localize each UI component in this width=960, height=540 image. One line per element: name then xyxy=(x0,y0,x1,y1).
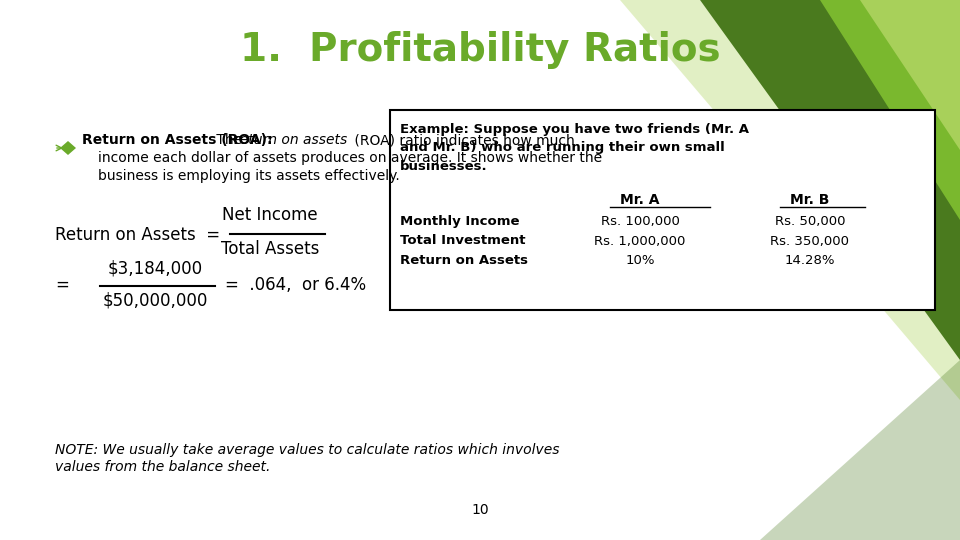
Text: $3,184,000: $3,184,000 xyxy=(108,259,203,277)
Text: 10%: 10% xyxy=(625,253,655,267)
Polygon shape xyxy=(740,0,960,150)
Polygon shape xyxy=(820,0,960,220)
Text: Return on Assets: Return on Assets xyxy=(400,253,528,267)
Text: =  .064,  or 6.4%: = .064, or 6.4% xyxy=(225,276,366,294)
Text: income each dollar of assets produces on average. It shows whether the: income each dollar of assets produces on… xyxy=(98,151,602,165)
Text: $50,000,000: $50,000,000 xyxy=(103,291,207,309)
Text: Rs. 50,000: Rs. 50,000 xyxy=(775,215,845,228)
Text: =: = xyxy=(55,276,69,294)
FancyBboxPatch shape xyxy=(390,110,935,310)
Text: Rs. 100,000: Rs. 100,000 xyxy=(601,215,680,228)
Text: (ROA) ratio indicates how much: (ROA) ratio indicates how much xyxy=(350,133,575,147)
Text: The: The xyxy=(212,133,247,147)
Text: Total Assets: Total Assets xyxy=(221,240,319,258)
Text: and Mr. B) who are running their own small: and Mr. B) who are running their own sma… xyxy=(400,141,725,154)
Polygon shape xyxy=(60,141,76,155)
Text: return on assets: return on assets xyxy=(234,133,348,147)
Polygon shape xyxy=(700,360,960,540)
Text: Monthly Income: Monthly Income xyxy=(400,215,519,228)
Text: Total Investment: Total Investment xyxy=(400,234,525,247)
Text: Mr. B: Mr. B xyxy=(790,193,829,207)
Text: Net Income: Net Income xyxy=(222,206,318,224)
Polygon shape xyxy=(700,0,960,360)
Text: 1.  Profitability Ratios: 1. Profitability Ratios xyxy=(240,31,720,69)
Text: Rs. 350,000: Rs. 350,000 xyxy=(771,234,850,247)
Text: business is employing its assets effectively.: business is employing its assets effecti… xyxy=(98,169,399,183)
Text: NOTE: We usually take average values to calculate ratios which involves: NOTE: We usually take average values to … xyxy=(55,443,560,457)
Text: 14.28%: 14.28% xyxy=(784,253,835,267)
Text: Rs. 1,000,000: Rs. 1,000,000 xyxy=(594,234,685,247)
Text: Example: Suppose you have two friends (Mr. A: Example: Suppose you have two friends (M… xyxy=(400,124,749,137)
Text: Return on Assets (ROA):: Return on Assets (ROA): xyxy=(82,133,273,147)
Text: 10: 10 xyxy=(471,503,489,517)
Text: businesses.: businesses. xyxy=(400,159,488,172)
Text: Mr. A: Mr. A xyxy=(620,193,660,207)
Text: Return on Assets  =: Return on Assets = xyxy=(55,226,220,244)
Polygon shape xyxy=(620,0,960,400)
Text: values from the balance sheet.: values from the balance sheet. xyxy=(55,460,271,474)
